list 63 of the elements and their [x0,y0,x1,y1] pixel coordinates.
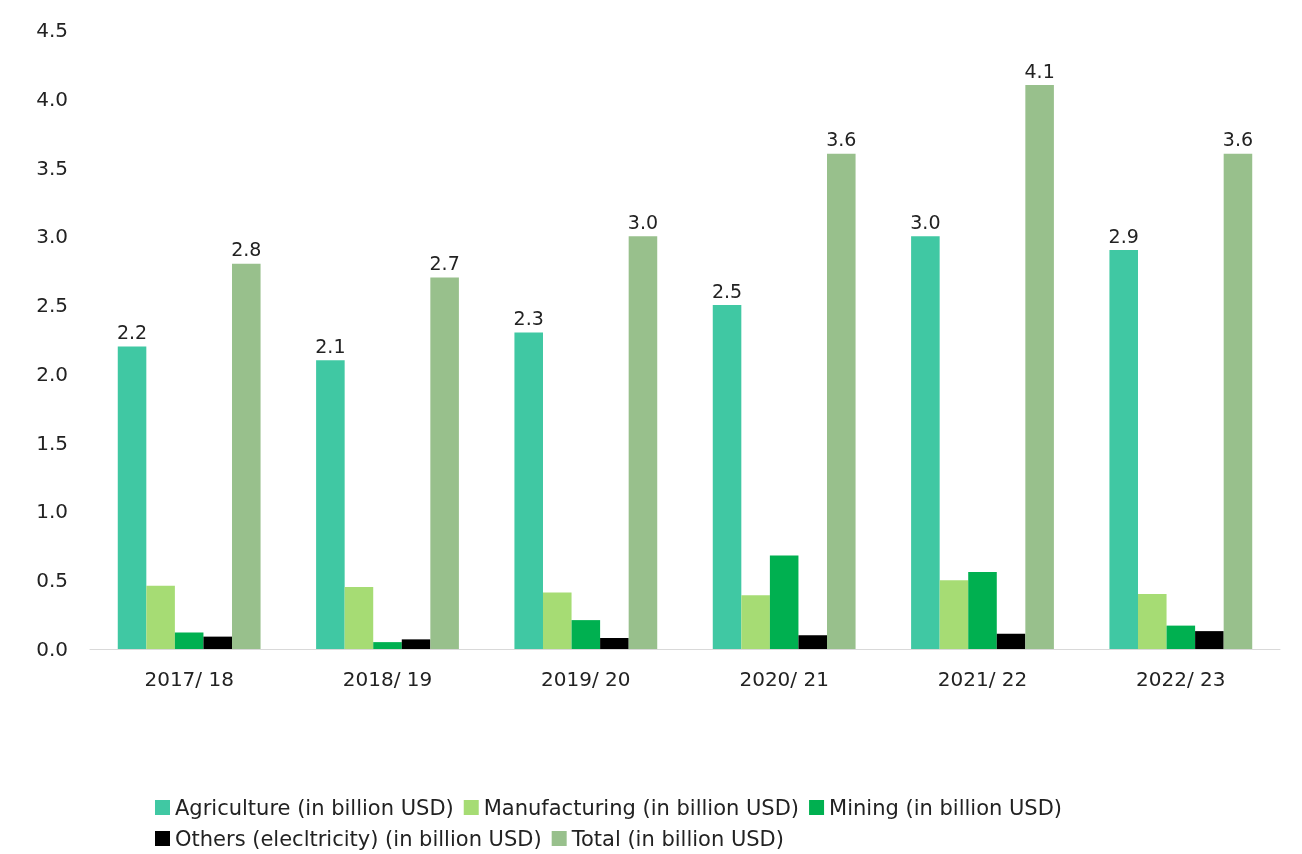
y-tick-label: 4.0 [36,86,68,111]
legend-label: Manufacturing (in billion USD) [483,795,800,820]
data-label: 2.3 [513,307,544,330]
data-label: 2.7 [429,252,460,275]
bar [174,632,204,649]
bar [1137,593,1167,649]
bar [628,236,658,649]
y-tick-label: 1.5 [36,430,68,455]
data-label: 2.2 [116,320,148,343]
bar [911,236,940,649]
bar [232,263,261,649]
y-tick-label: 1.0 [36,499,68,524]
legend-label: Agriculture (in billion USD) [175,795,454,820]
bar [514,332,543,649]
bar [571,620,601,649]
bar [939,580,969,649]
y-tick-label: 3.0 [36,224,68,249]
bar [146,585,175,649]
y-tick-label: 0.0 [36,637,68,661]
bar [798,635,828,649]
y-tick-label: 0.5 [36,568,68,593]
data-label: 3.0 [627,210,659,233]
data-label: 3.0 [910,210,941,233]
y-tick-label: 3.5 [36,155,68,180]
bar [117,346,147,649]
data-label: 4.1 [1024,59,1055,82]
y-tick-label: 2.0 [36,361,68,386]
bar [401,639,431,649]
bar [769,555,799,649]
bar [1195,631,1224,649]
legend-label: Total (in billion USD) [570,826,784,851]
bar [996,633,1026,649]
data-label: 3.6 [826,128,857,151]
bar [373,642,402,649]
x-tick-label: 2021/ 22 [937,667,1028,691]
bar [600,638,629,649]
data-label: 2.1 [315,334,346,357]
bar [316,360,345,649]
data-label: 2.8 [231,238,262,261]
x-tick-label: 2017/ 18 [144,667,234,691]
bar [968,571,997,649]
bar [1166,625,1196,649]
data-label: 2.5 [711,279,743,302]
legend-label: Others (elecltricity) (in billion USD) [175,826,542,851]
data-label: 2.9 [1108,224,1139,247]
bar [542,592,572,649]
legend-label: Mining (in billion USD) [829,795,1063,820]
x-tick-label: 2022/ 23 [1136,667,1226,691]
bar [430,277,459,649]
bar [741,595,770,649]
x-tick-label: 2018/ 19 [342,667,433,691]
bar [1025,85,1054,649]
bar [1223,153,1253,649]
y-tick-label: 4.5 [36,18,68,42]
data-label: 3.6 [1222,128,1254,151]
bar [203,636,233,649]
bar [344,587,374,649]
bar [1109,250,1138,649]
x-tick-label: 2020/ 21 [739,667,829,691]
x-tick-label: 2019/ 20 [541,667,631,691]
y-tick-label: 2.5 [36,293,68,318]
bar [712,305,742,649]
bar [827,153,856,649]
